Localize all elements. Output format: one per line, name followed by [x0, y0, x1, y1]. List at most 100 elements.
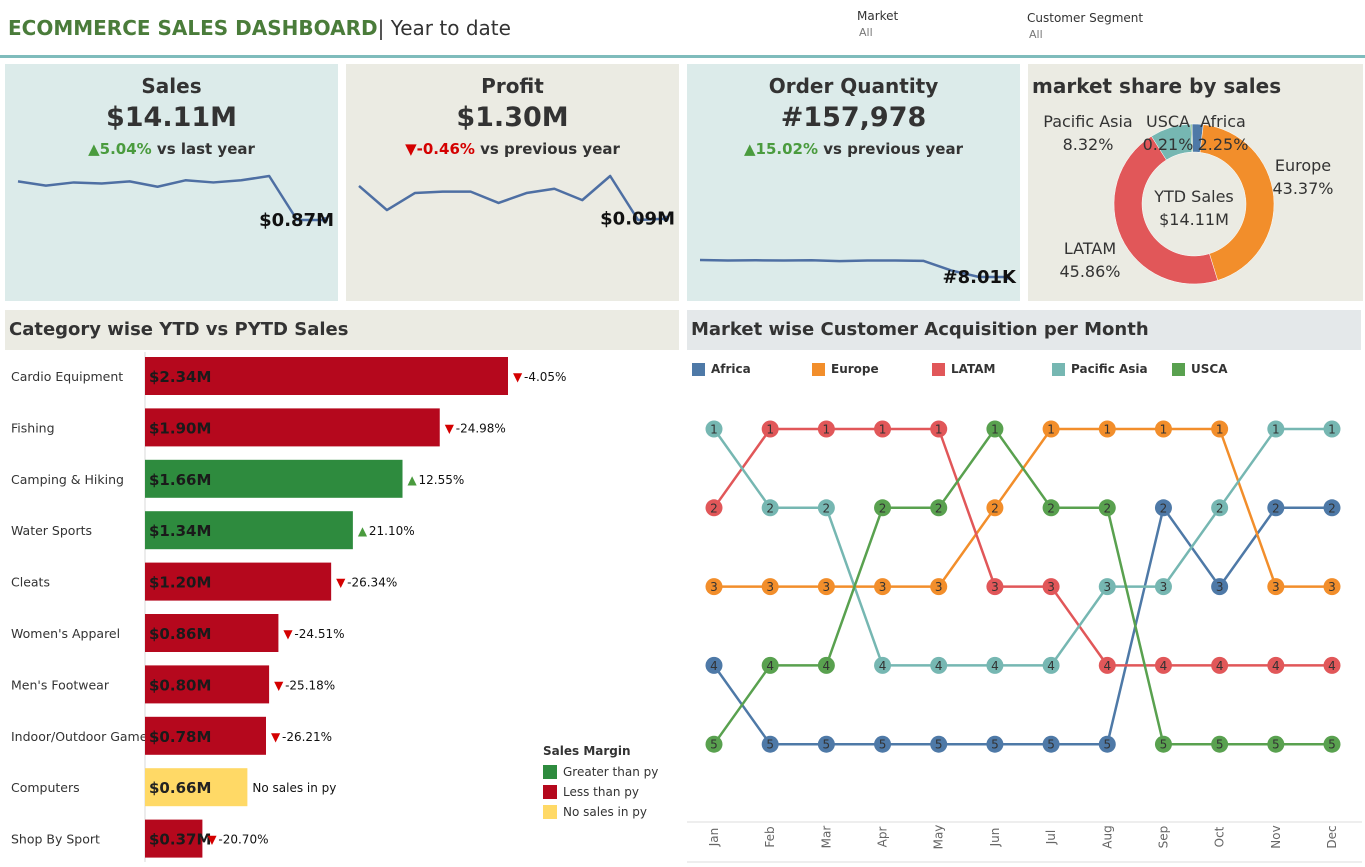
sparkline-end-point	[1004, 274, 1010, 280]
series-point[interactable]	[817, 578, 835, 596]
series-point[interactable]	[1323, 656, 1341, 674]
bar-value-label: $0.78M	[149, 728, 211, 746]
series-point[interactable]	[1042, 735, 1060, 753]
series-point[interactable]	[1098, 735, 1116, 753]
category-bar[interactable]	[145, 665, 270, 704]
category-label: Shop By Sport	[11, 832, 100, 847]
series-point[interactable]	[1323, 735, 1341, 753]
series-point[interactable]	[986, 499, 1004, 517]
series-point[interactable]	[1098, 656, 1116, 674]
series-line-latam[interactable]	[712, 427, 1332, 667]
series-point[interactable]	[705, 420, 723, 438]
series-point[interactable]	[1154, 420, 1172, 438]
series-point[interactable]	[1211, 578, 1229, 596]
filter-market[interactable]: Market All	[857, 9, 898, 39]
filter-customer-segment[interactable]: Customer Segment All	[1027, 11, 1143, 41]
category-bar[interactable]	[145, 614, 279, 652]
legend-item-pacific-asia[interactable]: Pacific Asia	[1052, 362, 1148, 376]
donut-slice-latam[interactable]	[1113, 135, 1218, 285]
kpi-change: ▲5.04% vs last year	[5, 140, 338, 158]
series-point[interactable]	[761, 578, 779, 596]
filter-market-value[interactable]: All	[859, 26, 873, 39]
series-point[interactable]	[817, 735, 835, 753]
series-point[interactable]	[986, 578, 1004, 596]
series-point[interactable]	[817, 499, 835, 517]
legend-item[interactable]: Greater than py	[543, 762, 658, 782]
series-point[interactable]	[1267, 578, 1285, 596]
series-point[interactable]	[874, 499, 892, 517]
series-point[interactable]	[817, 420, 835, 438]
series-point[interactable]	[930, 735, 948, 753]
series-point[interactable]	[874, 578, 892, 596]
series-point[interactable]	[1042, 420, 1060, 438]
series-line-pacific-asia[interactable]	[712, 427, 1332, 667]
series-point[interactable]	[817, 656, 835, 674]
legend-swatch	[543, 785, 557, 799]
series-point[interactable]	[1211, 499, 1229, 517]
series-line-usca[interactable]	[712, 427, 1332, 746]
series-point[interactable]	[874, 656, 892, 674]
series-point[interactable]	[1267, 499, 1285, 517]
series-point[interactable]	[1267, 735, 1285, 753]
series-point[interactable]	[930, 420, 948, 438]
series-point[interactable]	[1098, 420, 1116, 438]
donut-label-name: Africa	[1200, 112, 1246, 131]
series-point[interactable]	[1211, 735, 1229, 753]
change-value: -20.70%	[218, 833, 268, 847]
series-point[interactable]	[930, 499, 948, 517]
series-point[interactable]	[1154, 499, 1172, 517]
series-point[interactable]	[1323, 578, 1341, 596]
category-bar[interactable]	[145, 819, 203, 858]
series-point[interactable]	[1042, 578, 1060, 596]
legend-item-usca[interactable]: USCA	[1172, 362, 1227, 376]
category-bar[interactable]	[145, 716, 266, 755]
series-point[interactable]	[1098, 499, 1116, 517]
series-point[interactable]	[1154, 735, 1172, 753]
series-point[interactable]	[1098, 578, 1116, 596]
donut-slice-usca[interactable]	[1190, 123, 1193, 153]
series-point[interactable]	[761, 499, 779, 517]
series-point[interactable]	[761, 420, 779, 438]
category-bar[interactable]	[145, 459, 403, 498]
series-point[interactable]	[761, 735, 779, 753]
series-point[interactable]	[705, 499, 723, 517]
point-rank-label: 1	[879, 423, 887, 437]
series-point[interactable]	[1323, 420, 1341, 438]
series-point[interactable]	[874, 420, 892, 438]
series-point[interactable]	[705, 735, 723, 753]
legend-item-latam[interactable]: LATAM	[932, 362, 995, 376]
series-point[interactable]	[930, 656, 948, 674]
legend-item[interactable]: No sales in py	[543, 802, 658, 822]
category-bar[interactable]	[145, 768, 248, 807]
series-point[interactable]	[930, 578, 948, 596]
series-point[interactable]	[1323, 499, 1341, 517]
series-point[interactable]	[986, 656, 1004, 674]
change-value: -24.51%	[294, 627, 344, 641]
series-point[interactable]	[874, 735, 892, 753]
series-point[interactable]	[986, 420, 1004, 438]
series-point[interactable]	[1211, 656, 1229, 674]
series-point[interactable]	[705, 578, 723, 596]
series-point[interactable]	[761, 656, 779, 674]
series-point[interactable]	[1267, 420, 1285, 438]
point-rank-label: 3	[1216, 580, 1224, 594]
donut-slice-europe[interactable]	[1199, 124, 1275, 281]
series-point[interactable]	[1042, 499, 1060, 517]
series-point[interactable]	[1154, 578, 1172, 596]
legend-item-africa[interactable]: Africa	[692, 362, 751, 376]
series-point[interactable]	[1154, 656, 1172, 674]
category-bar[interactable]	[145, 511, 353, 550]
legend-item[interactable]: Less than py	[543, 782, 658, 802]
series-line-africa[interactable]	[712, 506, 1332, 746]
category-bar[interactable]	[145, 357, 508, 395]
category-bar[interactable]	[145, 408, 440, 447]
series-point[interactable]	[1267, 656, 1285, 674]
series-point[interactable]	[705, 656, 723, 674]
series-point[interactable]	[1042, 656, 1060, 674]
series-point[interactable]	[986, 735, 1004, 753]
category-bar[interactable]	[145, 562, 332, 601]
filter-segment-value[interactable]: All	[1029, 28, 1043, 41]
legend-item-europe[interactable]: Europe	[812, 362, 879, 376]
point-rank-label: 4	[1047, 659, 1055, 673]
series-point[interactable]	[1211, 420, 1229, 438]
